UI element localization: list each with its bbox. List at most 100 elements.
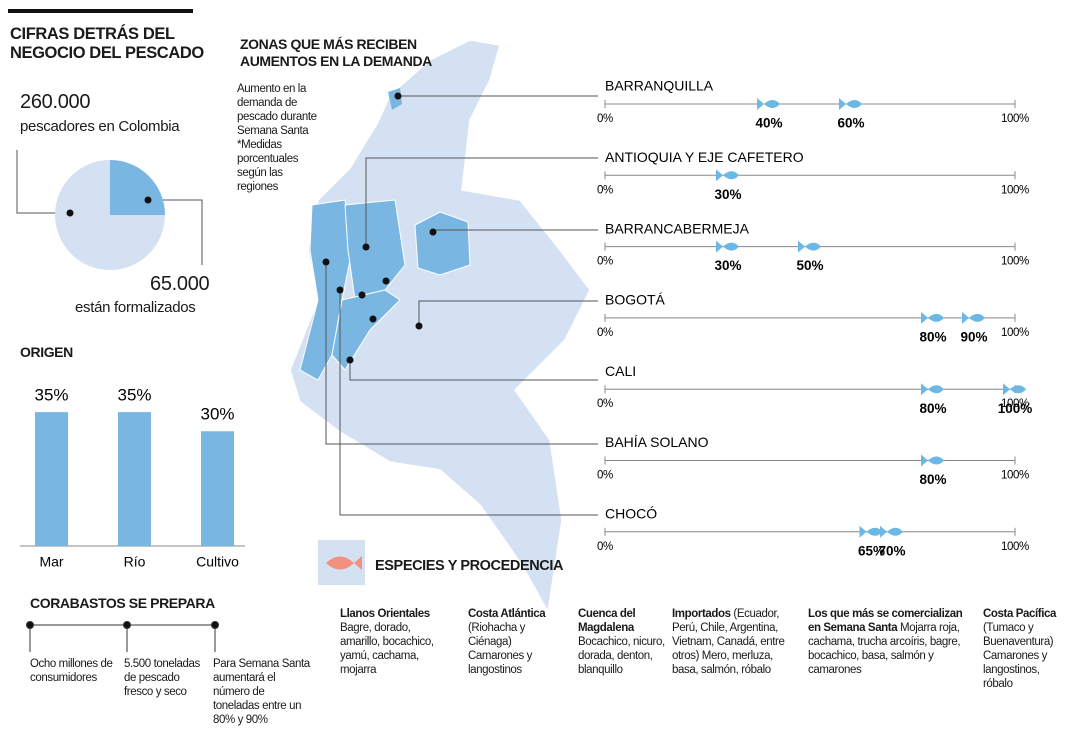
species-name: Llanos Orientales xyxy=(340,608,430,620)
map-region-cafetero xyxy=(331,289,401,371)
map-region-barrancabermeja xyxy=(414,211,471,276)
fish-marker xyxy=(962,311,985,324)
map-dot xyxy=(382,277,390,285)
fish-marker xyxy=(757,98,780,110)
map-dot xyxy=(336,286,344,294)
map-dot xyxy=(362,243,370,251)
species-name: Los que más se comercializan en Semana S… xyxy=(808,608,963,634)
corabastos-item: Para Semana Santa aumentará el número de… xyxy=(213,658,310,726)
bar xyxy=(201,431,234,546)
bar-value-label: 30% xyxy=(200,405,234,424)
region-label: BARRANCABERMEJA xyxy=(605,220,750,236)
species-icon xyxy=(326,556,362,570)
region-label: CALI xyxy=(605,363,636,379)
leader-line xyxy=(365,157,598,247)
timeline-dot xyxy=(123,621,131,629)
region-label: CHOCÓ xyxy=(605,506,657,522)
tick-label: 100% xyxy=(1001,256,1029,268)
x-tick-label: Cultivo xyxy=(196,554,239,570)
corabastos-item: 5.500 toneladas de pescado fresco y seco xyxy=(124,658,200,698)
species-name: Importados xyxy=(672,608,731,620)
map-dots xyxy=(322,92,437,364)
species-title: ESPECIES Y PROCEDENCIA xyxy=(375,558,564,574)
region-label: BOGOTÁ xyxy=(605,292,666,308)
map-title: ZONAS QUE MÁS RECIBEN AUMENTOS EN LA DEMA… xyxy=(240,36,432,70)
timeline-dot xyxy=(211,621,219,629)
fish-marker xyxy=(716,240,739,253)
value-label: 90% xyxy=(960,329,987,344)
leader-line xyxy=(339,290,598,516)
species-text: (Riohacha y Ciénaga) Camarones y langost… xyxy=(468,622,532,676)
fish-marker xyxy=(798,240,821,253)
species-text: Bocachico, nicuro, dorada, denton, blanq… xyxy=(578,636,665,676)
pie-dot xyxy=(144,196,152,204)
bar-value-label: 35% xyxy=(117,386,151,405)
pie-value: 260.000 xyxy=(20,91,91,113)
tick-label: 100% xyxy=(1001,327,1029,339)
pie-dot xyxy=(66,209,74,217)
value-label: 100% xyxy=(998,401,1033,416)
title: CIFRAS DETRÁS DEL NEGOCIO DEL PESCADO xyxy=(10,25,204,63)
fish-marker xyxy=(880,525,903,538)
leader-line xyxy=(349,360,598,381)
species-column: Cuenca del Magdalena Bocachico, nicuro, … xyxy=(578,607,666,677)
map-dot xyxy=(346,356,354,364)
fish-marker xyxy=(921,311,944,324)
map-dot xyxy=(322,258,330,266)
title-line: NEGOCIO DEL PESCADO xyxy=(10,44,204,62)
map-title-line: ZONAS QUE MÁS RECIBEN xyxy=(240,36,417,52)
pie-label: pescadores en Colombia xyxy=(20,118,180,135)
fish-marker xyxy=(859,525,883,538)
value-label: 30% xyxy=(714,258,741,273)
tick-label: 100% xyxy=(1001,398,1029,410)
bar-title: ORIGEN xyxy=(20,344,73,360)
species-column: Llanos Orientales Bagre, dorado, amarill… xyxy=(340,607,450,677)
tick-label: 0% xyxy=(597,113,613,125)
bar xyxy=(118,412,151,546)
species-name: Costa Atlántica xyxy=(468,608,546,620)
map-dot xyxy=(358,291,366,299)
x-tick-label: Río xyxy=(124,554,146,570)
fish-marker xyxy=(1003,383,1026,396)
value-label: 65% xyxy=(858,543,885,558)
pie-value: 65.000 xyxy=(150,273,210,295)
value-label: 40% xyxy=(755,116,782,131)
leader-line xyxy=(325,262,598,445)
top-bar xyxy=(8,9,193,13)
tick-label: 0% xyxy=(597,256,613,268)
species-text: Mojarra roja, cachama, trucha arcoíris, … xyxy=(808,622,961,676)
value-label: 80% xyxy=(919,472,946,487)
map-subtitle: Aumento en la demanda de pescado durante… xyxy=(237,83,317,193)
species-column: Importados (Ecuador, Perú, Chile, Argent… xyxy=(672,607,797,677)
map-colombia xyxy=(289,39,591,615)
fish-marker xyxy=(921,454,944,467)
region-label: BAHÍA SOLANO xyxy=(605,434,709,450)
fish-marker xyxy=(921,383,944,396)
tick-label: 100% xyxy=(1001,541,1029,553)
fish-marker xyxy=(716,169,739,182)
region-label: BARRANQUILLA xyxy=(605,78,714,94)
tick-label: 100% xyxy=(1001,470,1029,482)
pie-leader xyxy=(148,199,203,265)
fish-marker xyxy=(839,98,862,110)
pie-slice xyxy=(110,160,165,215)
map-dot xyxy=(369,315,377,323)
corabastos-item: Ocho millones de consumidores xyxy=(30,658,113,684)
tick-label: 100% xyxy=(1001,113,1029,125)
species-name: Costa Pacífica xyxy=(983,608,1057,620)
species-text: (Ecuador, Perú, Chile, Argentina, Vietna… xyxy=(672,608,785,676)
value-label: 30% xyxy=(714,187,741,202)
timeline-dot xyxy=(26,621,34,629)
map-dot xyxy=(394,92,402,100)
species-column: Costa Pacífica (Tumaco y Buenaventura) C… xyxy=(983,607,1070,691)
species-column: Los que más se comercializan en Semana S… xyxy=(808,607,973,677)
species-text: Bagre, dorado, amarillo, bocachico, yamú… xyxy=(340,622,434,676)
tick-label: 100% xyxy=(1001,184,1029,196)
bar-value-label: 35% xyxy=(34,386,68,405)
value-label: 80% xyxy=(919,329,946,344)
leader-line xyxy=(418,300,598,326)
species-name: Cuenca del Magdalena xyxy=(578,608,636,634)
pie-leader xyxy=(16,150,70,214)
